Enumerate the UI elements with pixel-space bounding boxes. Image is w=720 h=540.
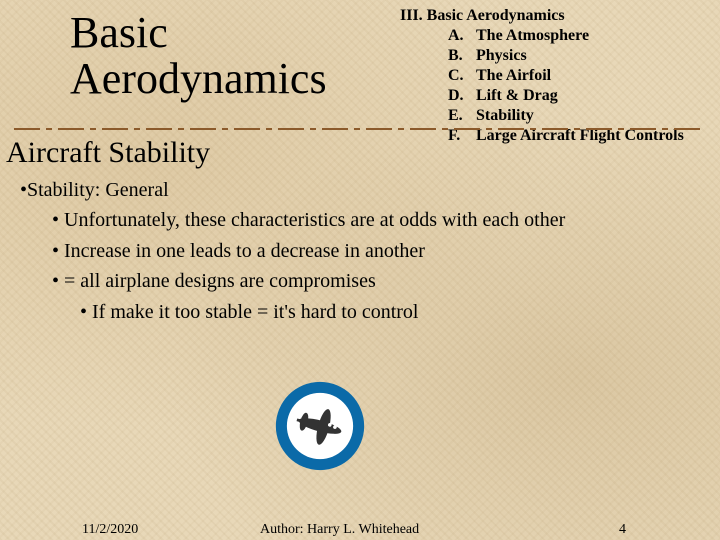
title-line-2: Aerodynamics xyxy=(70,56,327,102)
outline-text: Lift & Drag xyxy=(476,86,710,106)
body-bullet: • Unfortunately, these characteristics a… xyxy=(52,208,700,232)
outline-text: The Atmosphere xyxy=(476,26,710,46)
outline-text: The Airfoil xyxy=(476,66,710,86)
outline-letter: B. xyxy=(448,46,476,66)
outline-item: C. The Airfoil xyxy=(400,66,710,86)
slide: Basic Aerodynamics III. Basic Aerodynami… xyxy=(0,0,720,540)
title-line-1: Basic xyxy=(70,10,327,56)
footer-author: Author: Harry L. Whitehead xyxy=(260,522,419,538)
outline-letter: D. xyxy=(448,86,476,106)
title-block: Basic Aerodynamics xyxy=(70,10,327,102)
outline-item: D. Lift & Drag xyxy=(400,86,710,106)
body-bullet: • = all airplane designs are compromises xyxy=(52,269,700,293)
outline-letter: C. xyxy=(448,66,476,86)
divider xyxy=(14,128,706,130)
body-bullet: • If make it too stable = it's hard to c… xyxy=(80,300,700,324)
outline-text: Stability xyxy=(476,106,710,126)
content: •Stability: General • Unfortunately, the… xyxy=(20,178,700,330)
airplane-icon xyxy=(274,380,366,477)
footer-date: 11/2/2020 xyxy=(82,522,138,538)
body-bullet: • Increase in one leads to a decrease in… xyxy=(52,239,700,263)
outline-item: B. Physics xyxy=(400,46,710,66)
outline-item: E. Stability xyxy=(400,106,710,126)
outline-heading: III. Basic Aerodynamics xyxy=(400,6,710,26)
heading-bullet: •Stability: General xyxy=(20,178,700,202)
footer-page: 4 xyxy=(619,522,626,538)
outline: III. Basic Aerodynamics A. The Atmospher… xyxy=(400,6,710,146)
subtitle: Aircraft Stability xyxy=(6,136,210,170)
outline-item: A. The Atmosphere xyxy=(400,26,710,46)
outline-letter: A. xyxy=(448,26,476,46)
outline-text: Physics xyxy=(476,46,710,66)
outline-letter: E. xyxy=(448,106,476,126)
